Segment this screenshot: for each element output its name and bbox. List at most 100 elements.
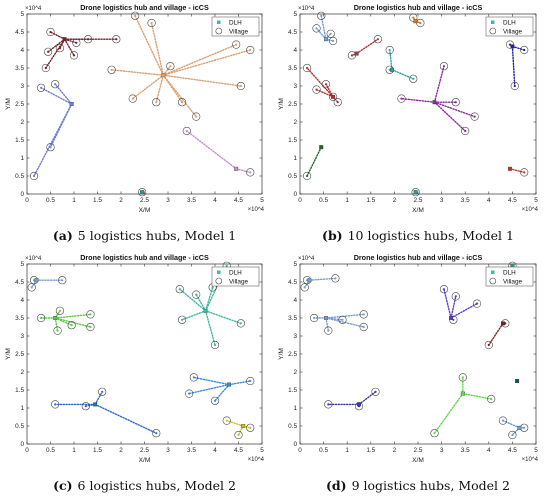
village-dot — [412, 16, 415, 19]
village-marker — [371, 387, 380, 396]
hub-village-link — [186, 130, 237, 170]
hub-village-link — [54, 83, 73, 105]
hub-village-link — [155, 74, 165, 103]
hub-village-link — [45, 38, 66, 69]
village-dot — [155, 101, 158, 104]
village-marker — [302, 63, 312, 73]
x-tick-label: 1 — [345, 447, 349, 454]
village-marker — [182, 126, 191, 136]
x-tick-label: 3 — [166, 447, 170, 454]
y-multiplier: ×10^4 — [25, 256, 42, 262]
village-dot — [155, 432, 158, 435]
caption-text: 5 logistics hubs, Model 1 — [78, 228, 236, 243]
y-tick-label: 0 — [293, 191, 297, 198]
village-marker — [86, 322, 95, 332]
hub-village-link — [63, 38, 78, 44]
village-marker — [397, 94, 406, 103]
hub-village-link — [235, 168, 251, 174]
hub-marker — [413, 19, 418, 24]
village-marker — [53, 326, 62, 335]
hub-village-link — [162, 74, 197, 118]
village-marker — [178, 315, 187, 324]
legend-village-label: Village — [229, 279, 249, 286]
village-dot — [249, 426, 252, 429]
village-marker — [36, 313, 46, 323]
village-marker — [234, 430, 243, 440]
village-marker — [324, 326, 333, 335]
y-tick-label: 1.5 — [288, 387, 297, 394]
y-tick-label: 1 — [20, 405, 24, 412]
x-tick-label: 3.5 — [461, 447, 470, 454]
village-dot — [61, 279, 64, 282]
village-marker — [310, 313, 319, 323]
hub-village-link — [433, 101, 476, 118]
village-dot — [211, 286, 214, 289]
village-dot — [195, 115, 198, 118]
plot-area — [299, 13, 537, 195]
village-dot — [185, 129, 188, 133]
x-tick-label: 2 — [393, 197, 397, 204]
y-tick-label: 4.5 — [15, 279, 24, 286]
village-dot — [433, 432, 436, 435]
y-tick-label: 2 — [20, 119, 24, 126]
village-marker — [246, 376, 255, 386]
x-tick-label: 0 — [298, 197, 302, 204]
y-tick-label: 2.5 — [15, 101, 24, 108]
x-axis-label: X/M — [412, 207, 424, 214]
panel-caption: (a) 5 logistics hubs, Model 1 — [53, 228, 236, 243]
x-tick-label: 4.5 — [234, 197, 243, 204]
village-dot — [419, 21, 422, 25]
y-tick-label: 4 — [20, 47, 24, 54]
x-tick-label: 0.5 — [319, 447, 328, 454]
village-dot — [110, 68, 113, 71]
village-marker — [508, 430, 517, 440]
hub-village-link — [502, 419, 521, 429]
y-tick-label: 2 — [20, 369, 24, 376]
hub-village-link — [150, 22, 165, 76]
legend-village-label: Village — [229, 29, 249, 36]
village-dot — [388, 48, 391, 52]
x-multiplier: ×10^4 — [248, 457, 265, 463]
village-dot — [131, 97, 134, 100]
caption-label: (a) — [53, 228, 73, 243]
hub-village-link — [488, 322, 504, 346]
hub-marker — [161, 73, 166, 78]
x-tick-label: 2.5 — [140, 197, 149, 204]
village-marker — [192, 290, 201, 299]
hub-marker — [241, 424, 246, 428]
village-marker — [331, 274, 340, 283]
village-marker — [461, 126, 470, 136]
y-tick-label: 5 — [293, 11, 297, 18]
plot-area — [26, 263, 263, 445]
hub-marker — [331, 94, 335, 99]
legend: DLH Village — [211, 266, 260, 287]
x-tick-label: 4.5 — [508, 447, 517, 454]
y-tick-label: 2.5 — [15, 351, 24, 358]
hub-marker — [34, 278, 39, 283]
hub-village-link — [179, 288, 207, 312]
village-dot — [54, 403, 57, 406]
village-marker — [138, 188, 147, 197]
village-dot — [70, 324, 73, 327]
legend-village-marker — [489, 277, 497, 285]
village-marker — [147, 18, 156, 28]
y-tick-label: 3 — [20, 83, 24, 90]
y-tick-label: 0 — [20, 441, 24, 448]
village-dot — [237, 433, 240, 437]
village-dot — [523, 426, 526, 429]
village-marker — [359, 310, 368, 319]
hub-village-link — [325, 317, 365, 328]
y-tick-label: 0 — [293, 441, 297, 448]
village-dot — [169, 65, 172, 68]
legend: DLH Village — [485, 266, 534, 287]
village-dot — [490, 397, 493, 401]
y-tick-label: 5 — [20, 261, 24, 268]
hub-village-link — [132, 74, 165, 100]
x-tick-label: 3 — [166, 197, 170, 204]
y-tick-label: 2 — [293, 369, 297, 376]
hub-village-link — [47, 38, 66, 53]
village-dot — [454, 101, 457, 104]
chart-title: Drone logistics hub and village - icCS — [354, 253, 483, 262]
village-dot — [54, 83, 57, 86]
hub-marker — [324, 37, 328, 42]
